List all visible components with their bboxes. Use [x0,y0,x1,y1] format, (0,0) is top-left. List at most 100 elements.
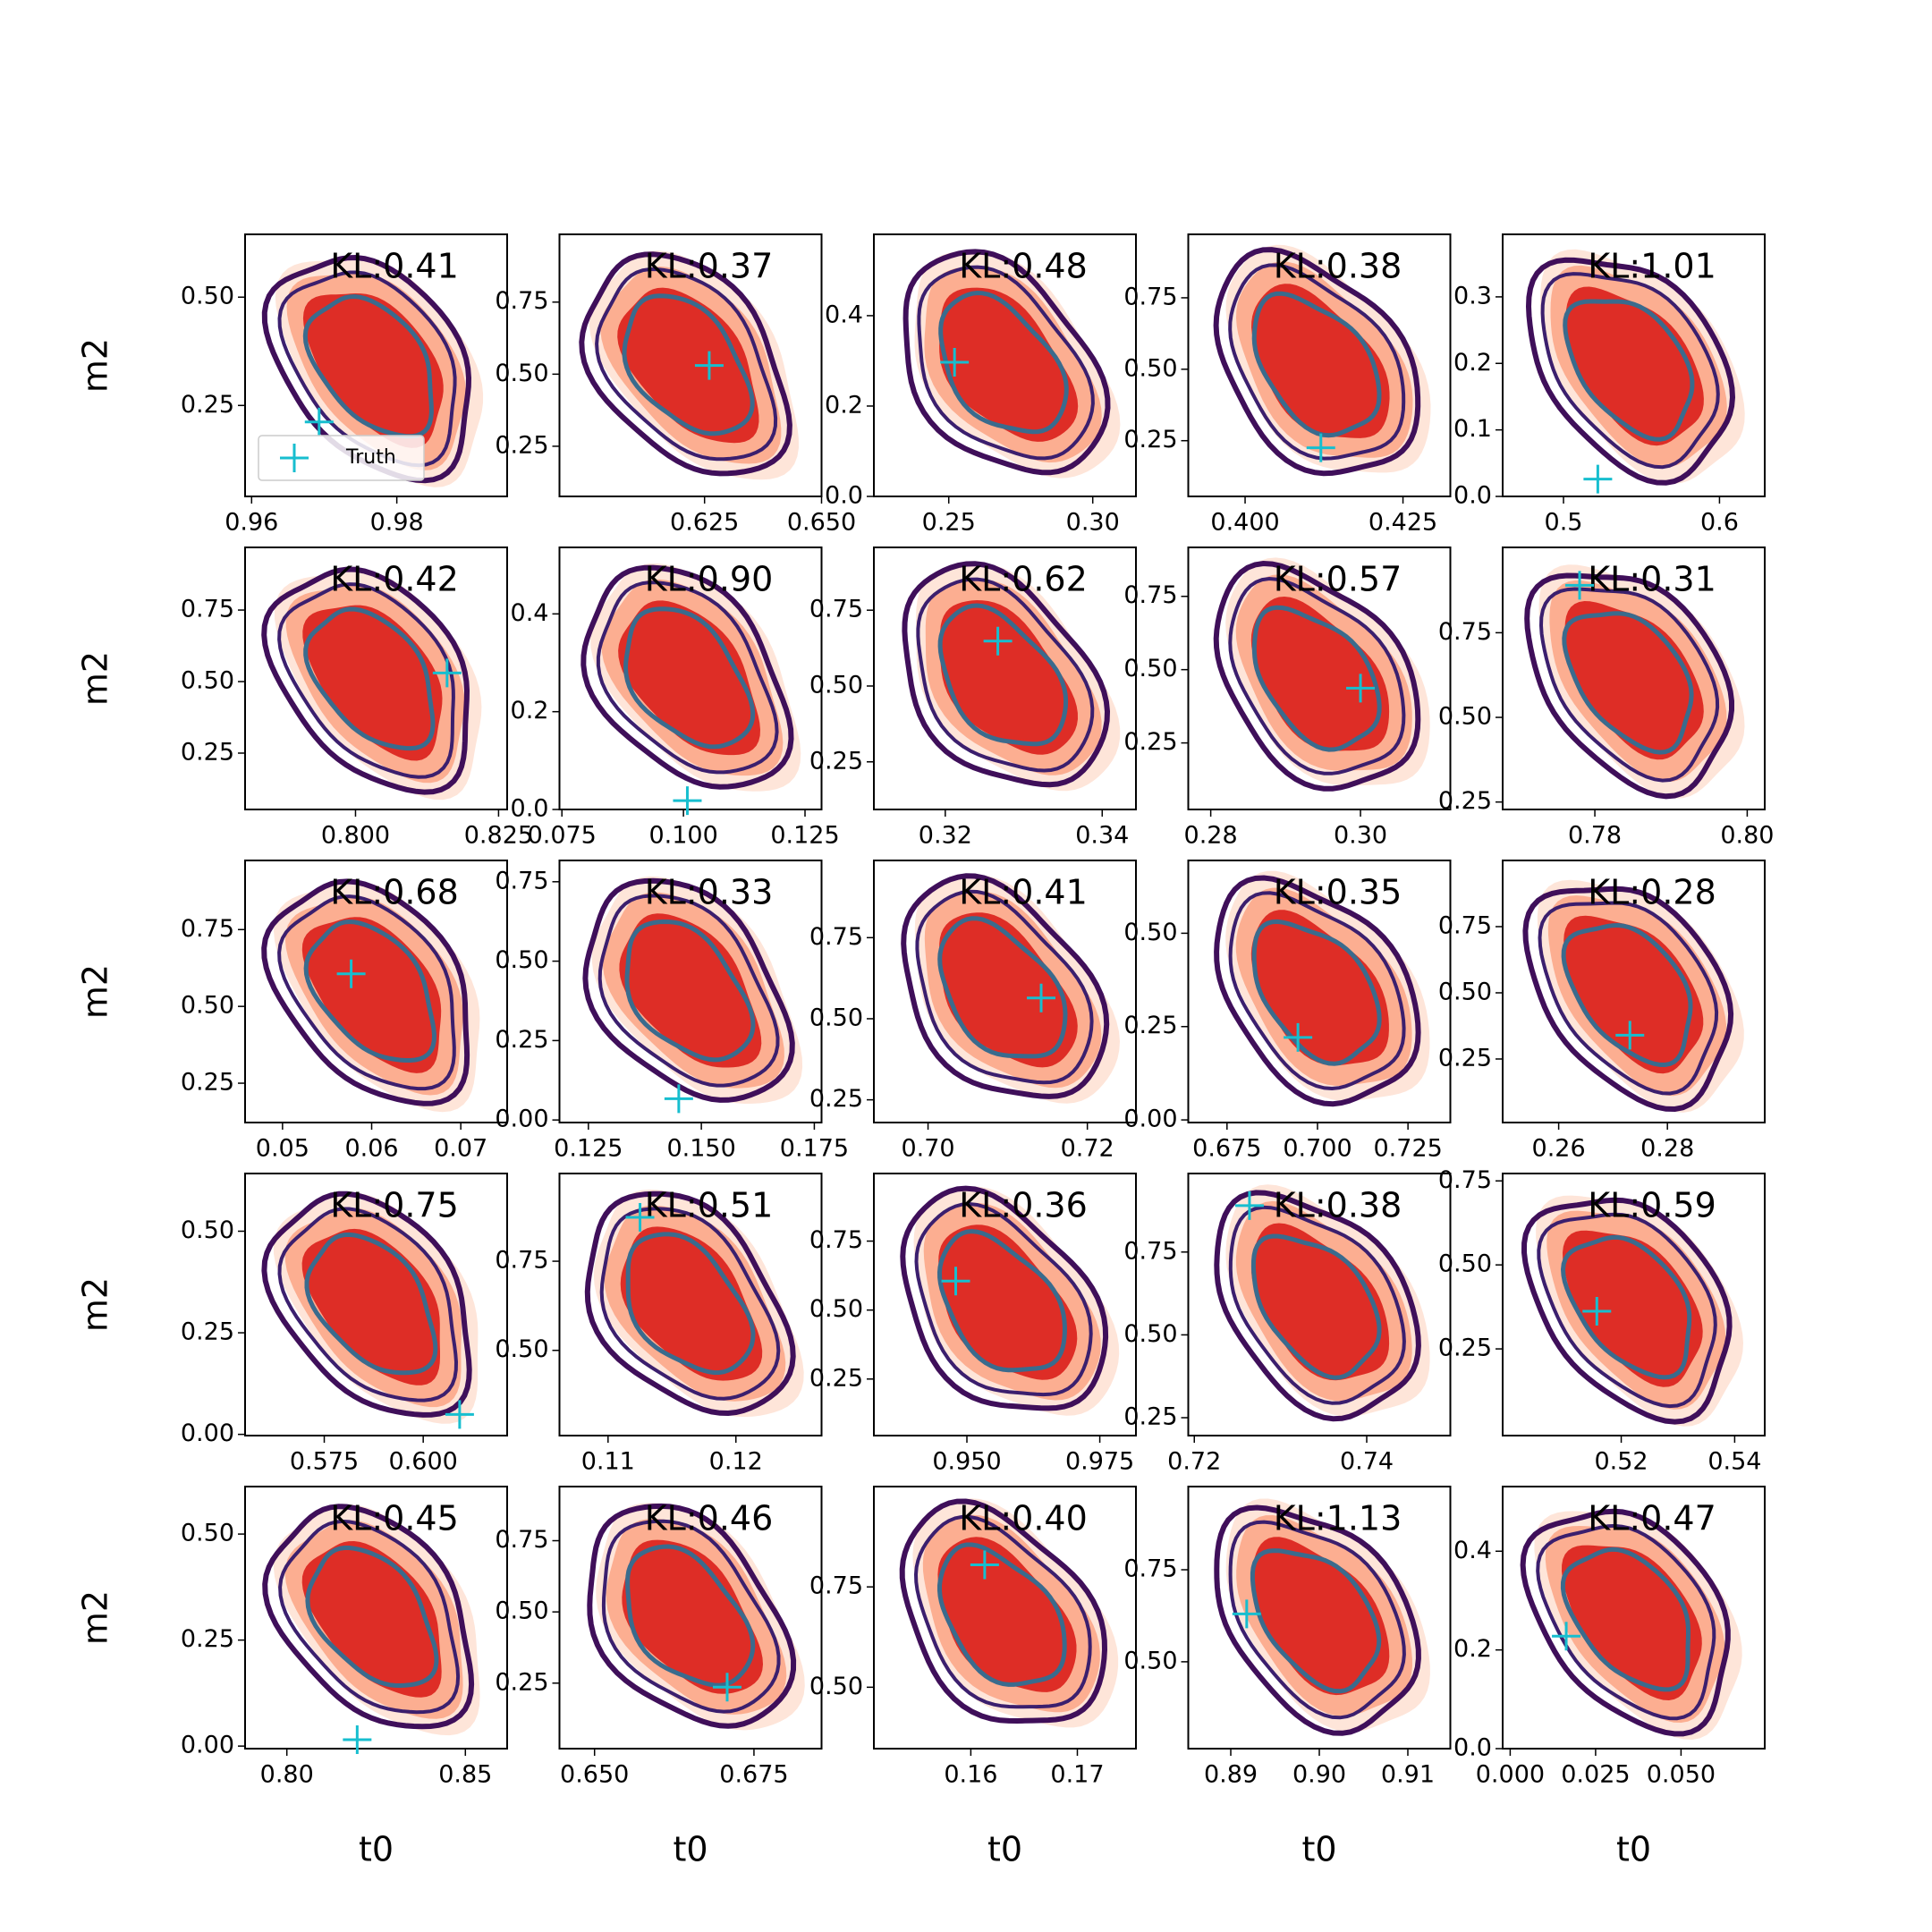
contour-line [1213,247,1421,477]
x-tick-label: 0.575 [290,1448,359,1476]
contour-line [1522,886,1734,1113]
panel-title: KL:0.90 [645,560,774,599]
truth-marker [1284,1022,1313,1052]
contour-line [1250,1548,1382,1694]
y-tick-label: 0.50 [495,360,548,387]
y-tick-label: 0.00 [181,1419,234,1447]
y-tick-label: 0.50 [181,667,234,695]
contour-line [302,293,434,439]
contour-line [1228,1520,1406,1720]
x-tick-label: 0.17 [1050,1761,1104,1789]
panel: 0.5 0.6 0.0 0.1 0.2 0.3 KL:1.01 [1453,233,1766,537]
contour-line [917,265,1095,461]
panel: 0.26 0.28 0.25 0.50 0.75 KL:0.28 [1438,860,1766,1163]
x-tick-label: 0.150 [666,1135,735,1163]
truth-marker [1565,571,1595,600]
x-tick-label: 0.125 [770,822,839,850]
density [584,1189,804,1418]
axes-frame [558,1173,823,1436]
truth-marker [673,786,702,816]
density-fill [939,287,1079,442]
y-tick-label: 0.25 [1123,1402,1177,1430]
contour-line [1213,560,1421,792]
panel: 0.125 0.150 0.175 0.00 0.25 0.50 0.75 KL:0.33 [495,860,849,1163]
y-tick-label: 0.50 [1123,919,1177,946]
y-tick-label: 0.4 [1453,1537,1492,1564]
x-tick-label: 0.650 [560,1761,629,1789]
panel: 0.675 0.700 0.725 0.00 0.25 0.50 KL:0.35 [1123,860,1452,1163]
x-tick-label: 0.28 [1640,1135,1694,1163]
y-tick-label: 0.75 [1123,581,1177,609]
density-fill [1251,284,1390,438]
x-tick-label: 0.90 [1292,1761,1346,1789]
density-fill [619,913,762,1068]
density [587,1503,805,1731]
y-tick-label: 0.2 [1453,1635,1492,1663]
panel-title: KL:0.45 [330,1499,459,1538]
y-tick-label: 0.50 [181,1216,234,1244]
x-axis-label: t0 [673,1830,708,1869]
y-tick-label: 0.25 [181,1318,234,1346]
contour-line [916,577,1095,773]
density-fill [302,605,443,761]
y-tick-label: 0.50 [181,992,234,1020]
y-tick-label: 0.50 [1123,1320,1177,1348]
contour-line [261,878,470,1106]
truth-marker [336,959,366,988]
panel: 0.80 0.85 0.00 0.25 0.50 KL:0.45 m2 t0 [76,1486,508,1869]
truth-marker [694,351,724,380]
x-tick-label: 0.72 [1167,1448,1221,1476]
panel: 0.075 0.100 0.125 0.0 0.2 0.4 KL:0.90 [511,547,840,850]
y-tick-label: 0.50 [809,1673,863,1700]
axes-frame [873,1486,1137,1750]
panel: 0.70 0.72 0.25 0.50 0.75 KL:0.41 [809,860,1137,1163]
y-tick-label: 0.25 [809,1085,863,1113]
axes-frame [558,233,823,497]
x-tick-label: 0.07 [434,1135,487,1163]
panel-title: KL:0.57 [1274,560,1402,599]
y-tick-label: 0.75 [1438,618,1492,646]
y-tick-label: 0.75 [495,287,548,315]
panel-title: KL:0.75 [330,1186,459,1225]
y-tick-label: 0.75 [1438,1166,1492,1194]
y-tick-label: 0.25 [181,738,234,766]
x-tick-label: 0.54 [1707,1448,1761,1476]
y-tick-label: 0.75 [495,1526,548,1554]
density-fill [1565,286,1704,446]
y-tick-label: 0.50 [1123,655,1177,682]
contour-line [901,873,1110,1099]
density-fill [939,600,1078,755]
axes-frame [244,233,508,497]
y-tick-label: 0.2 [511,697,549,724]
y-tick-label: 0.75 [809,1226,863,1254]
y-tick-label: 0.25 [181,1069,234,1097]
x-tick-label: 0.6 [1700,509,1739,537]
y-tick-label: 0.50 [495,1597,548,1625]
contour-line [587,1503,797,1729]
y-tick-label: 0.75 [495,1247,548,1275]
x-tick-label: 0.800 [321,822,390,850]
truth-marker [664,1084,693,1114]
contour-line [1228,891,1406,1091]
panel: 0.32 0.34 0.25 0.50 0.75 KL:0.62 [809,547,1137,850]
contour-line [1250,1233,1382,1380]
panel: 0.800 0.825 0.25 0.50 0.75 KL:0.42 m2 [76,547,533,850]
density [1525,249,1745,486]
contour-line [1560,1546,1691,1692]
y-tick-label: 0.75 [809,923,863,951]
x-tick-label: 0.12 [709,1448,763,1476]
contour-line [1562,611,1694,755]
density-fill [1564,601,1704,760]
y-axis-label: m2 [76,964,115,1019]
y-tick-label: 0.0 [1453,1734,1492,1762]
axes-frame [873,860,1137,1123]
contour-line [937,916,1068,1059]
contour-line [1524,572,1734,800]
contour-line [277,582,455,779]
x-tick-label: 0.80 [1720,822,1774,850]
truth-marker [343,1725,372,1755]
truth-marker [970,1550,999,1580]
density-fill [620,1226,763,1381]
truth-marker [432,658,462,688]
contour-line [579,251,792,477]
